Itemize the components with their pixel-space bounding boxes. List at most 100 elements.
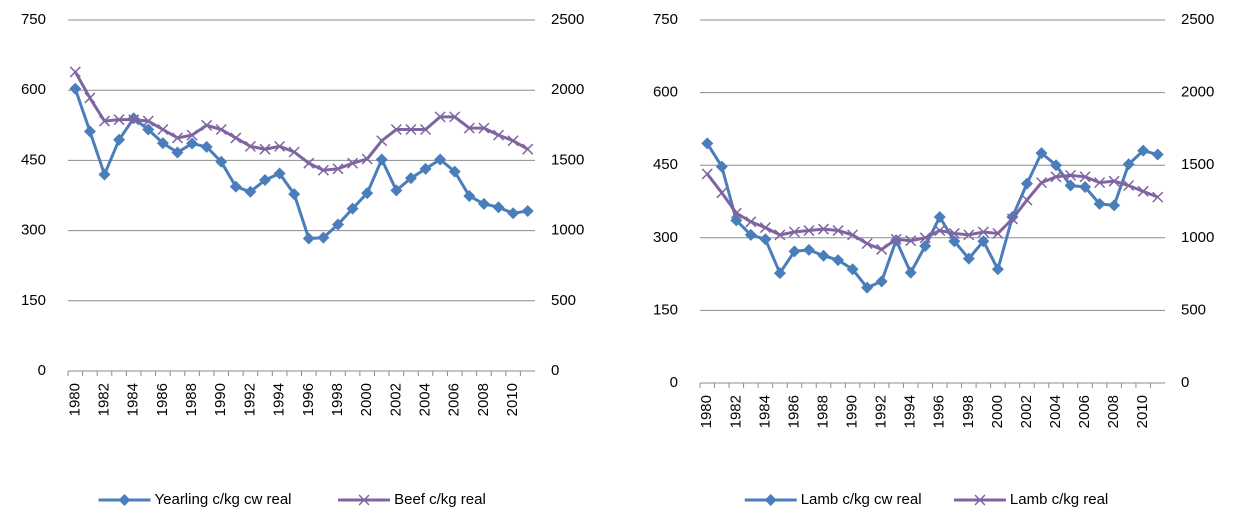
legend-marker — [358, 494, 370, 506]
data-point — [273, 167, 286, 180]
data-point — [171, 146, 184, 159]
y2-tick-label: 0 — [551, 362, 559, 379]
data-point — [83, 125, 96, 138]
data-point — [259, 143, 271, 155]
data-point — [477, 197, 490, 210]
data-point — [347, 157, 359, 169]
data-point — [171, 132, 183, 144]
data-point — [157, 123, 169, 136]
data-point — [1021, 194, 1033, 206]
y-tick-label: 600 — [653, 84, 678, 101]
data-point — [788, 245, 801, 258]
data-point — [186, 129, 198, 141]
x-tick-label: 1986 — [154, 383, 171, 416]
data-point — [730, 214, 743, 227]
data-point — [346, 202, 359, 215]
x-tick-label: 2006 — [1076, 395, 1093, 428]
y-tick-label: 750 — [21, 11, 46, 28]
data-point — [861, 281, 874, 294]
data-point — [1020, 177, 1033, 190]
data-point — [434, 153, 447, 166]
legend-marker — [974, 494, 986, 506]
data-point — [448, 165, 461, 178]
x-tick-label: 2002 — [1018, 395, 1035, 428]
data-point — [376, 135, 388, 147]
data-point — [142, 123, 155, 136]
data-point — [492, 129, 505, 141]
legend-label: Yearling c/kg cw real — [155, 491, 292, 508]
data-point — [919, 240, 932, 253]
y-tick-label: 450 — [21, 151, 46, 168]
x-tick-label: 1984 — [125, 383, 142, 416]
data-point — [317, 231, 330, 244]
data-point — [948, 235, 961, 248]
data-point — [904, 266, 917, 279]
data-point — [98, 168, 111, 181]
x-tick-label: 2008 — [475, 383, 492, 416]
data-point — [977, 235, 990, 248]
x-tick-label: 1980 — [66, 383, 83, 416]
data-point — [229, 180, 242, 193]
data-point — [1151, 148, 1164, 161]
x-tick-label: 1982 — [727, 395, 744, 428]
data-point — [1079, 171, 1091, 183]
data-point — [773, 267, 786, 280]
data-point — [317, 164, 329, 176]
data-point — [420, 123, 432, 136]
data-point — [890, 233, 902, 245]
data-point — [302, 232, 315, 245]
data-point — [1122, 158, 1135, 171]
data-point — [186, 137, 199, 150]
data-point — [1094, 177, 1106, 189]
y2-tick-label: 2000 — [551, 81, 584, 98]
data-point — [730, 207, 742, 219]
data-point — [113, 133, 126, 146]
data-point — [919, 232, 931, 244]
x-tick-label: 2008 — [1105, 395, 1122, 428]
data-point — [390, 184, 403, 197]
data-point — [259, 174, 272, 187]
x-tick-label: 1998 — [329, 383, 346, 416]
data-point — [463, 189, 476, 202]
y2-tick-label: 500 — [551, 292, 576, 309]
x-tick-label: 1992 — [241, 383, 258, 416]
data-point — [69, 66, 81, 78]
data-point — [788, 226, 800, 238]
y2-tick-label: 1500 — [1181, 156, 1214, 173]
data-point — [1035, 177, 1048, 189]
data-point — [846, 263, 859, 276]
y2-tick-label: 2500 — [1181, 11, 1214, 28]
data-point — [288, 188, 301, 201]
data-point — [98, 115, 111, 127]
x-tick-label: 1994 — [902, 395, 919, 428]
x-tick-label: 2006 — [446, 383, 463, 416]
y-tick-label: 0 — [38, 362, 46, 379]
data-point — [1093, 197, 1106, 210]
x-tick-label: 2000 — [358, 383, 375, 416]
data-point — [113, 114, 125, 126]
legend-label: Beef c/kg real — [394, 491, 486, 508]
y2-tick-label: 500 — [1181, 301, 1206, 318]
data-point — [274, 140, 286, 152]
data-point — [803, 225, 815, 237]
x-tick-label: 2004 — [1047, 395, 1064, 428]
y2-tick-label: 1000 — [551, 222, 584, 239]
data-point — [817, 249, 830, 262]
data-point — [419, 162, 432, 175]
data-point — [1108, 199, 1121, 212]
data-point — [375, 153, 388, 166]
data-point — [905, 235, 917, 247]
data-point — [244, 185, 257, 198]
data-point — [991, 263, 1004, 276]
data-point — [404, 172, 417, 185]
legend-label: Lamb c/kg cw real — [801, 491, 922, 508]
data-point — [1137, 185, 1149, 197]
legend-marker — [764, 494, 777, 506]
data-point — [847, 229, 859, 241]
data-point — [745, 216, 757, 228]
data-point — [962, 252, 975, 265]
data-point — [288, 146, 300, 158]
data-point — [405, 123, 417, 136]
y-tick-label: 150 — [21, 292, 46, 309]
